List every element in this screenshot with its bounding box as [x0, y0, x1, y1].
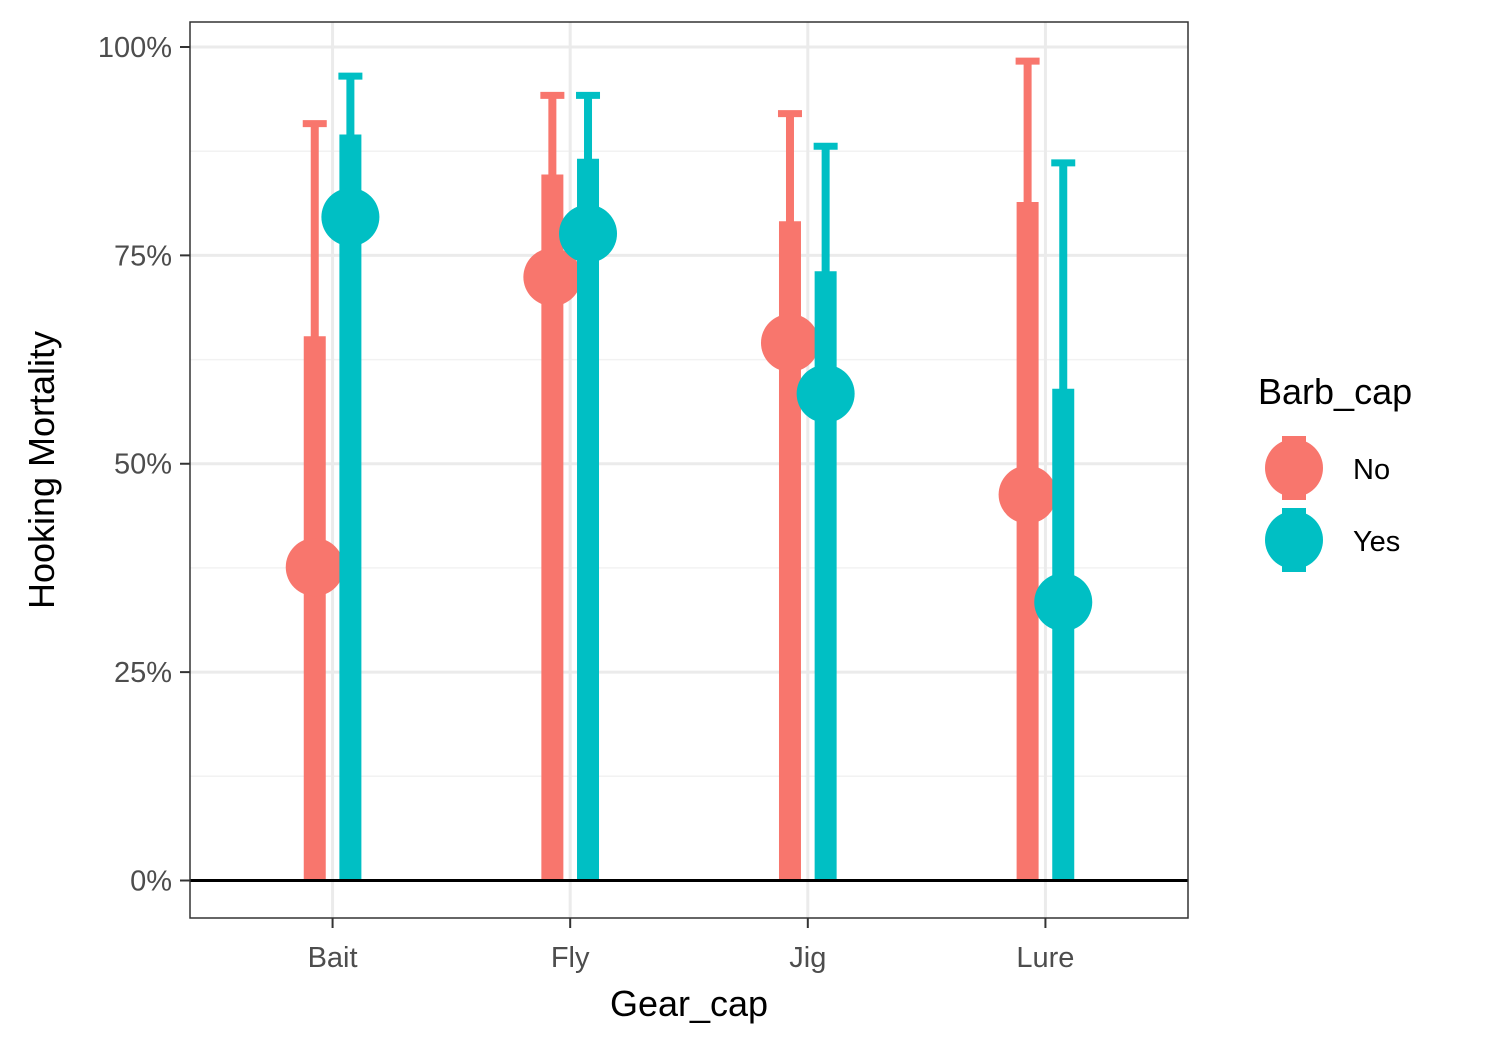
- y-axis: 0% 25% 50% 75% 100%: [98, 32, 190, 897]
- x-tick-label: Bait: [308, 942, 358, 974]
- x-axis: Bait Fly Jig Lure: [308, 918, 1074, 974]
- y-tick-label: 25%: [114, 657, 172, 689]
- y-axis-title: Hooking Mortality: [21, 331, 62, 609]
- legend: Barb_cap No Yes: [1258, 371, 1412, 572]
- y-tick-label: 50%: [114, 449, 172, 481]
- x-tick-label: Fly: [551, 942, 590, 974]
- y-tick-label: 0%: [130, 865, 172, 897]
- legend-title: Barb_cap: [1258, 371, 1412, 412]
- data-point: [523, 248, 582, 307]
- x-tick-label: Jig: [789, 942, 826, 974]
- data-point: [998, 465, 1057, 524]
- plot-panel-border: [189, 21, 1189, 919]
- legend-key-point: [1265, 511, 1323, 569]
- data-point: [559, 204, 618, 263]
- data-point: [760, 313, 819, 372]
- legend-key-point: [1265, 439, 1323, 497]
- legend-label: No: [1353, 454, 1390, 486]
- x-tick-label: Lure: [1016, 942, 1074, 974]
- x-axis-title: Gear_cap: [610, 983, 768, 1024]
- legend-label: Yes: [1353, 526, 1400, 558]
- data-marks: [285, 57, 1093, 881]
- y-tick-label: 100%: [98, 32, 172, 64]
- data-point: [285, 538, 344, 597]
- data-point: [796, 364, 855, 423]
- data-point: [321, 188, 380, 247]
- y-tick-label: 75%: [114, 240, 172, 272]
- data-point: [1034, 573, 1093, 632]
